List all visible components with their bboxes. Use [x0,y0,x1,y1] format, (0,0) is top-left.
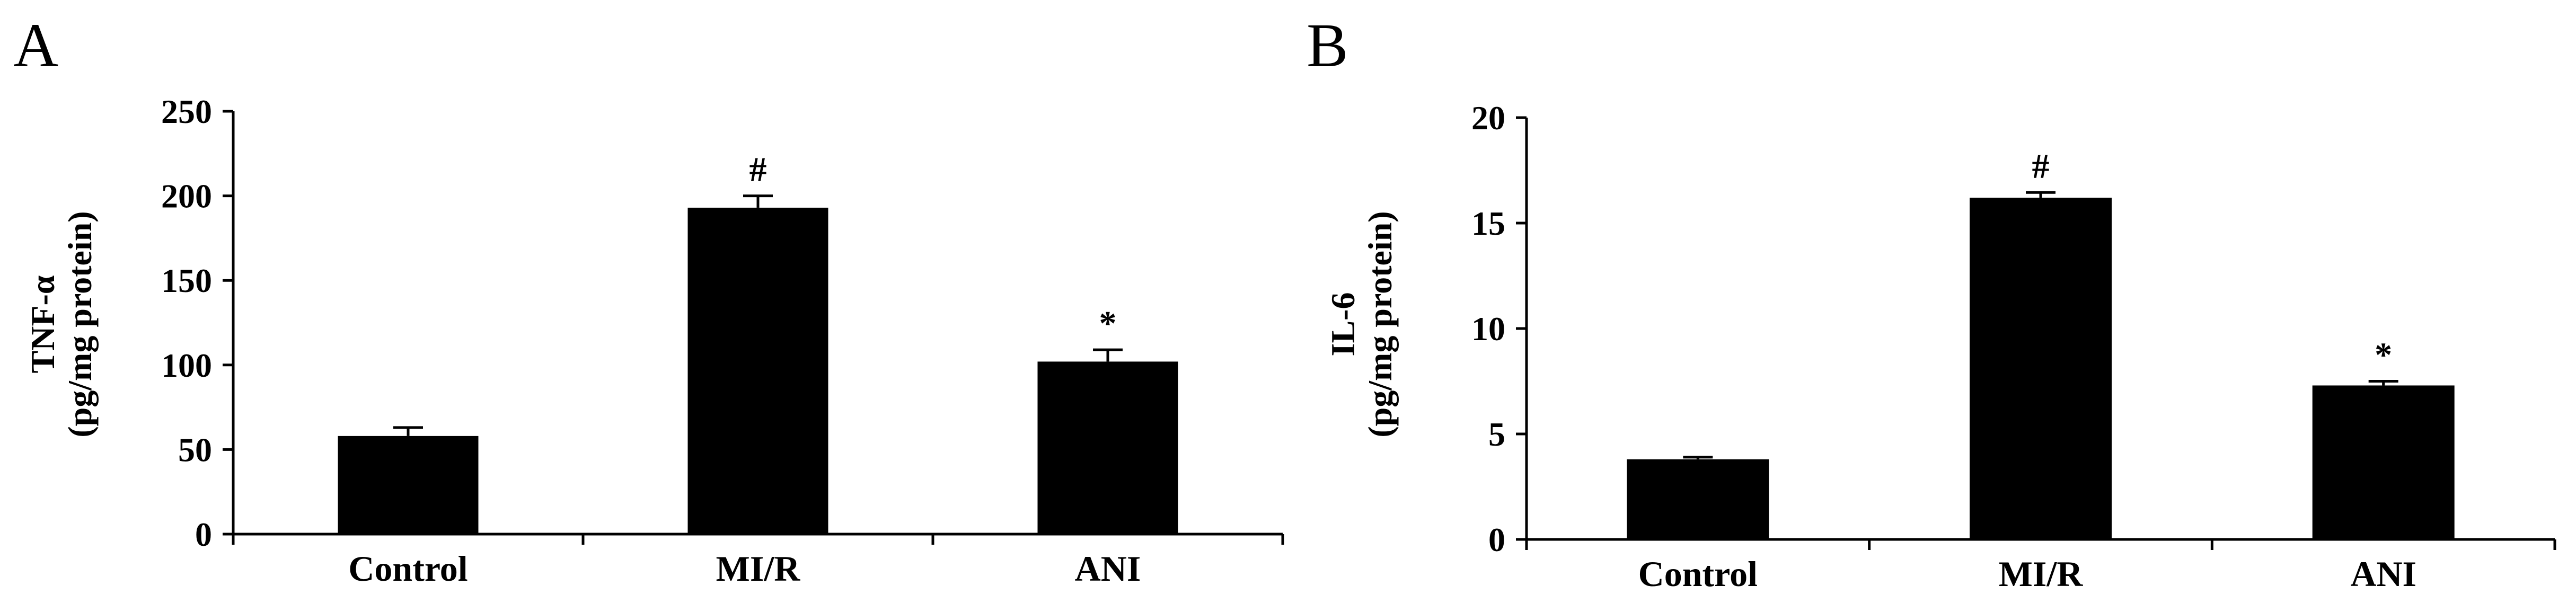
panel-a-ylabel: TNF-α (pg/mg protein) [24,211,99,437]
panel-b-category-label: MI/R [1999,554,2084,594]
panel-a-bar [687,207,828,535]
panel-a-y-tick-label: 200 [161,178,212,215]
panel-a-letter: A [13,11,58,80]
panel-b-significance-mark: # [2032,147,2050,185]
panel-b-y-tick-label: 20 [1471,99,1505,137]
panel-a-y-tick-label: 150 [161,262,212,299]
panel-a-bar [1037,361,1178,534]
panel-b-y-tick-label: 10 [1471,310,1505,348]
panel-a-y-tick-label: 50 [178,431,212,468]
panel-a-ylabel-line2: (pg/mg protein) [61,211,99,437]
panel-a-category-label: MI/R [716,548,801,589]
panel-b-y-tick-label: 0 [1488,521,1505,558]
panel-b-y-tick-label: 5 [1488,415,1505,453]
panel-a-bar [338,436,479,534]
panel-a-y-tick-label: 0 [195,516,212,553]
panel-a-y-tick-label: 100 [161,347,212,384]
panel-b-plot: 0 5 10 15 20 Control MI/R # ANI * [1471,99,2556,594]
panel-b-bar [1627,459,1769,539]
panel-a-significance-mark: * [1099,304,1117,343]
panel-b-bar [1970,198,2112,539]
panel-b-chart: B IL-6 (pg/mg protein) 0 5 10 15 20 Control MI… [1307,11,2556,594]
panel-a-plot: 0 50 100 150 200 250 Control MI/R # ANI * [161,93,1284,589]
panel-b-category-label: ANI [2350,554,2416,594]
panel-b-ylabel-line2: (pg/mg protein) [1361,211,1399,437]
panel-a-y-tick-label: 250 [161,93,212,130]
panel-b-significance-mark: * [2375,336,2392,375]
panel-b-y-tick-label: 15 [1471,205,1505,242]
panel-a-category-label: Control [348,548,467,589]
panel-b-bar [2312,385,2455,539]
panel-b-letter: B [1307,11,1348,80]
panel-a-ylabel-line1: TNF-α [24,275,61,373]
panel-b-ylabel-line1: IL-6 [1324,292,1362,357]
panel-b-ylabel: IL-6 (pg/mg protein) [1324,211,1399,437]
panel-a-chart: A TNF-α (pg/mg protein) 0 50 100 150 200 250 C… [13,11,1284,589]
panel-b-category-label: Control [1638,554,1758,594]
panel-a-significance-mark: # [749,150,767,189]
panel-a-category-label: ANI [1075,548,1141,589]
